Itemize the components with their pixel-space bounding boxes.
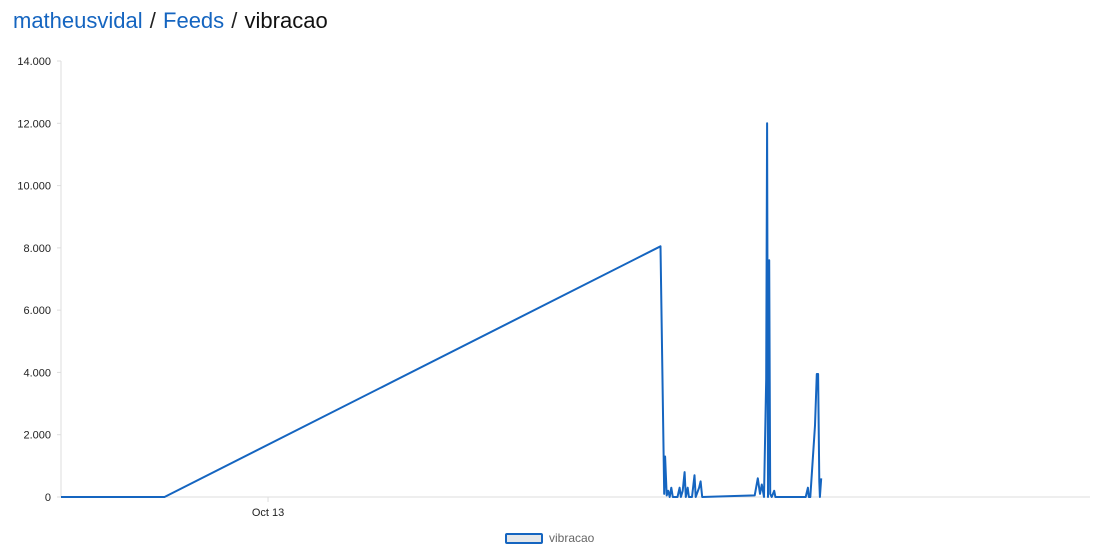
y-tick-label: 12.000	[17, 118, 51, 130]
x-axis: Oct 13	[61, 496, 1090, 519]
legend[interactable]: vibracao	[505, 531, 594, 545]
legend-label: vibracao	[549, 531, 595, 545]
series-line-vibracao[interactable]	[61, 122, 823, 498]
y-axis: 0 2.000 4.000 6.000 8.000 10.000 12.000 14.000	[17, 56, 62, 504]
y-tick-label: 10.000	[17, 181, 51, 193]
y-tick-label: 8.000	[23, 243, 51, 255]
y-tick-label: 2.000	[23, 430, 51, 442]
breadcrumb-separator: /	[149, 8, 156, 33]
y-tick-label: 14.000	[17, 56, 51, 68]
breadcrumb-feed-name: vibracao	[244, 8, 328, 33]
y-tick-label: 6.000	[23, 305, 51, 317]
y-tick-label: 4.000	[23, 367, 51, 379]
breadcrumb-feeds-link[interactable]: Feeds	[163, 8, 225, 33]
legend-swatch	[505, 532, 543, 544]
y-tick-label: 0	[45, 492, 51, 504]
breadcrumb: matheusvidal / Feeds / vibracao	[13, 7, 328, 35]
breadcrumb-user-link[interactable]: matheusvidal	[13, 8, 143, 33]
breadcrumb-separator: /	[231, 8, 238, 33]
x-tick-label: Oct 13	[252, 507, 284, 519]
series-layer	[61, 122, 823, 498]
